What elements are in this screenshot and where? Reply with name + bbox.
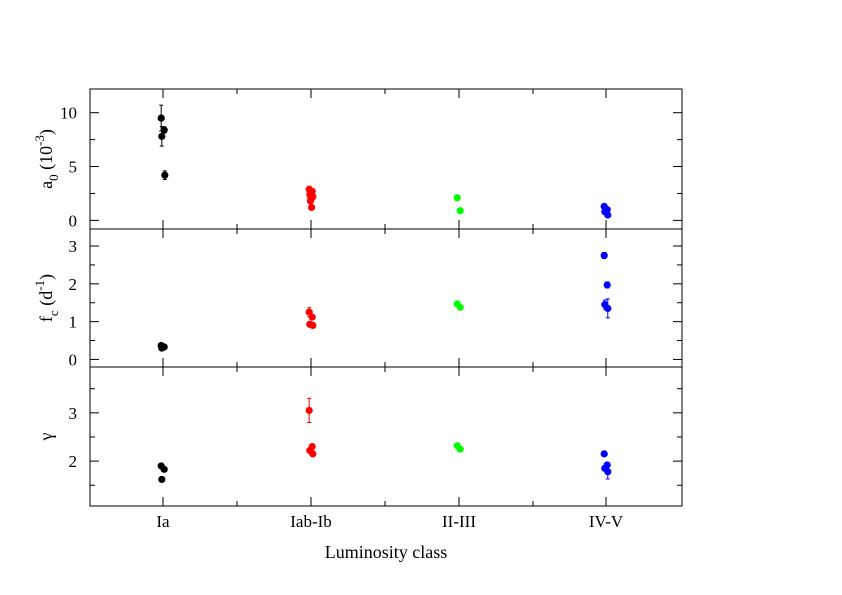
marker	[160, 465, 168, 473]
marker	[456, 445, 464, 453]
marker	[160, 126, 168, 134]
x-tick-label: IV-V	[589, 512, 624, 531]
marker	[453, 194, 461, 202]
y-title-base: a	[36, 181, 56, 189]
x-tick-label: Ia	[156, 512, 170, 531]
data-point	[603, 281, 611, 289]
marker	[309, 450, 317, 458]
data-point	[453, 194, 461, 202]
data-point	[158, 344, 166, 352]
y-tick-label: 10	[60, 104, 77, 123]
y-title-unit-close: )	[36, 129, 57, 135]
data-point	[600, 251, 608, 260]
marker	[600, 450, 608, 458]
panel-frame	[89, 88, 683, 230]
data-point	[604, 463, 612, 480]
data-point	[308, 313, 316, 321]
y-tick-label: 2	[69, 275, 78, 294]
marker	[309, 321, 317, 330]
marker	[604, 468, 612, 476]
y-title-sub: 0	[46, 174, 61, 181]
y-title-base: γ	[36, 432, 56, 441]
marker	[305, 406, 313, 415]
panel-fc: 0 1 2 3 fc (d-1)	[32, 228, 683, 369]
marker	[456, 207, 464, 215]
marker	[308, 203, 316, 212]
x-axis-title: Luminosity class	[325, 542, 448, 562]
marker	[158, 475, 166, 484]
data-point	[604, 211, 612, 219]
data-point	[306, 197, 314, 205]
y-tick-label: 3	[69, 237, 78, 256]
marker	[308, 313, 316, 321]
y-axis-title-gamma: γ	[36, 432, 56, 441]
marker	[603, 281, 611, 289]
data-point	[456, 207, 464, 215]
y-tick-label: 0	[69, 350, 78, 369]
y-title-unit-close: )	[36, 274, 57, 280]
panel-frame	[89, 228, 683, 368]
marker	[604, 304, 612, 312]
data-point	[456, 303, 464, 311]
data-point	[456, 445, 464, 453]
y-tick-label: 5	[69, 158, 78, 177]
y-tick-label: 3	[69, 404, 78, 423]
y-title-unit: (10	[36, 146, 57, 175]
data-point	[309, 321, 317, 330]
data-point	[158, 475, 166, 484]
x-tick-label: Iab-Ib	[290, 512, 332, 531]
y-title-sup: -1	[32, 280, 47, 291]
y-title-base: f	[36, 316, 56, 322]
y-title-sub: c	[46, 310, 61, 316]
data-point	[309, 450, 317, 458]
marker	[161, 171, 169, 179]
panel-frame	[89, 366, 683, 507]
y-tick-label: 1	[69, 313, 78, 332]
y-title-sup: -3	[32, 135, 47, 146]
y-tick-label: 2	[69, 452, 78, 471]
marker	[306, 197, 314, 205]
data-point	[158, 126, 166, 147]
data-point	[600, 450, 608, 458]
data-point	[604, 298, 612, 319]
data-point	[160, 465, 168, 473]
marker	[456, 303, 464, 311]
y-title-unit: (d	[36, 291, 57, 311]
data-point	[308, 203, 316, 212]
y-axis-title-a0: a0 (10-3)	[32, 129, 61, 189]
y-tick-label: 0	[69, 211, 78, 230]
marker	[604, 211, 612, 219]
marker	[157, 114, 165, 122]
panel-gamma: 2 3 γ	[36, 366, 683, 507]
y-axis-title-fc: fc (d-1)	[32, 274, 61, 322]
marker	[158, 132, 166, 140]
marker	[600, 251, 608, 260]
data-point	[161, 170, 169, 180]
x-axis: Ia Iab-Ib II-III IV-V	[156, 512, 623, 531]
x-tick-label: II-III	[442, 512, 476, 531]
data-point	[305, 397, 313, 424]
marker	[158, 344, 166, 352]
